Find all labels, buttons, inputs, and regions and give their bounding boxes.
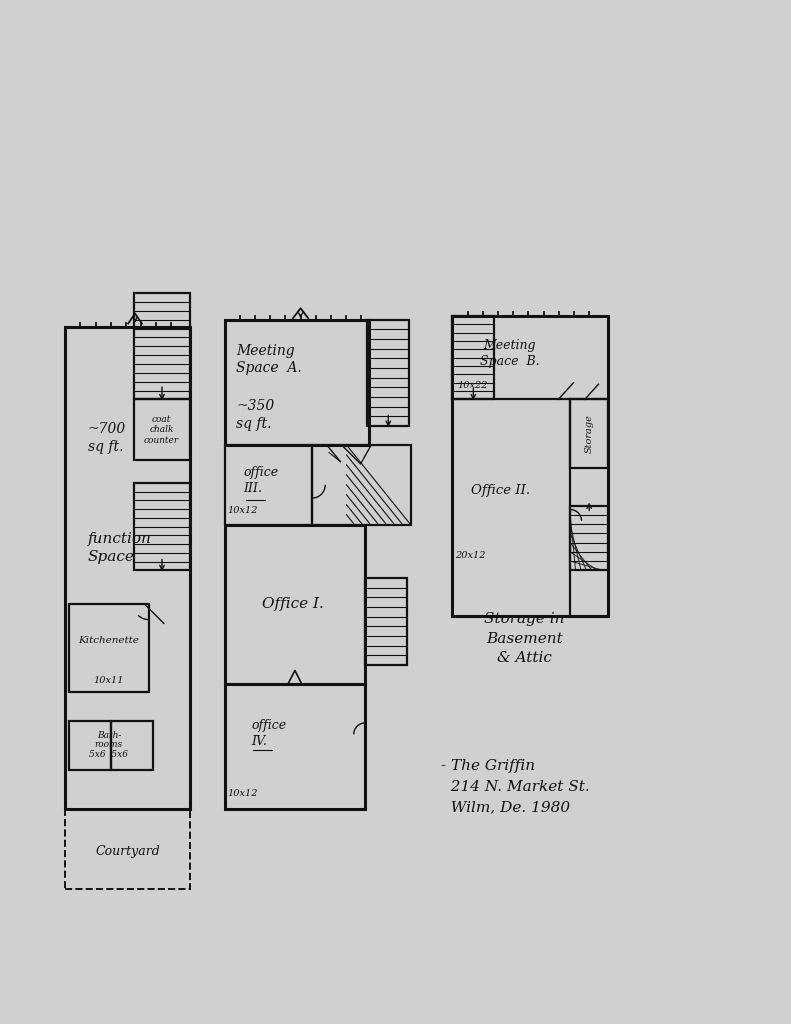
Bar: [69, 721, 111, 770]
Text: Bath-
rooms
5x6  5x6: Bath- rooms 5x6 5x6: [89, 731, 128, 759]
Text: function
Space: function Space: [88, 532, 152, 563]
Text: ~700
sq ft.: ~700 sq ft.: [88, 422, 127, 454]
Text: Meeting
Space  B.: Meeting Space B.: [479, 339, 539, 369]
Text: Courtyard: Courtyard: [96, 845, 161, 858]
Bar: [69, 604, 149, 692]
Text: Kitchenette: Kitchenette: [78, 636, 139, 645]
Bar: [312, 445, 411, 524]
Bar: [225, 684, 365, 810]
Text: - The Griffin
  214 N. Market St.
  Wilm, De. 1980: - The Griffin 214 N. Market St. Wilm, De…: [441, 759, 590, 814]
Bar: [367, 319, 409, 426]
Bar: [134, 399, 191, 460]
Bar: [134, 483, 191, 570]
Text: office
IV.: office IV.: [252, 719, 286, 749]
Text: Office II.: Office II.: [471, 484, 530, 497]
Text: Storage in
Basement
& Attic: Storage in Basement & Attic: [484, 612, 565, 666]
Bar: [365, 578, 407, 666]
Text: coat
chalk
counter: coat chalk counter: [144, 415, 180, 444]
Bar: [65, 328, 191, 810]
Text: Meeting
Space  A.: Meeting Space A.: [236, 344, 302, 375]
Bar: [452, 315, 608, 615]
Bar: [570, 399, 608, 468]
Text: 10x12: 10x12: [227, 790, 257, 798]
Bar: [134, 293, 191, 399]
Bar: [225, 524, 365, 684]
Text: Office I.: Office I.: [262, 597, 324, 611]
Bar: [570, 506, 608, 570]
Text: ~350
sq ft.: ~350 sq ft.: [236, 399, 274, 431]
Text: 10x11: 10x11: [93, 676, 123, 685]
Text: 10x12: 10x12: [227, 506, 257, 515]
Bar: [111, 721, 153, 770]
Text: 10x22: 10x22: [458, 381, 488, 389]
Text: 20x12: 20x12: [455, 551, 485, 560]
Bar: [225, 445, 312, 524]
Text: office
III.: office III.: [244, 466, 278, 496]
Bar: [65, 810, 191, 889]
Bar: [225, 319, 369, 445]
Text: Storage: Storage: [585, 414, 593, 453]
Bar: [452, 315, 494, 399]
